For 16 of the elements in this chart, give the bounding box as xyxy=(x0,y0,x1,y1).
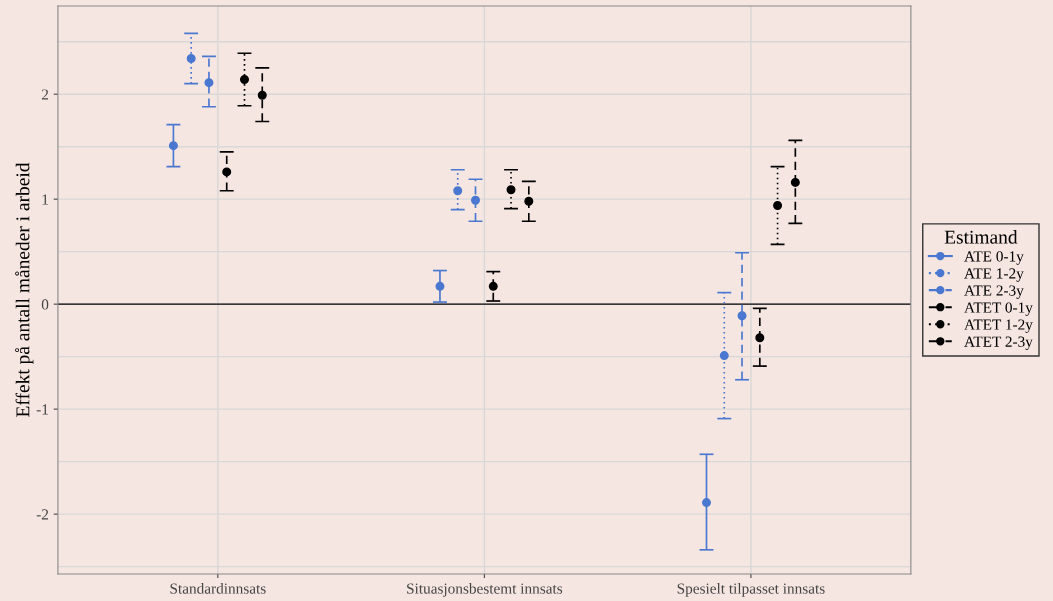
y-tick-label: -2 xyxy=(36,509,49,520)
legend-label: ATET 2-3y xyxy=(964,336,1033,350)
legend-title: Estimand xyxy=(944,230,1018,244)
legend-label: ATET 1-2y xyxy=(964,319,1033,333)
x-tick-label: Spesielt tilpasset innsats xyxy=(677,582,825,597)
x-tick-label: Situasjonsbestemt innsats xyxy=(407,582,563,597)
legend-label: ATE 2-3y xyxy=(964,285,1024,299)
y-tick-label: 1 xyxy=(42,194,48,205)
y-axis-title: Effekt på antall måneder i arbeid xyxy=(15,162,34,417)
y-tick-label: -1 xyxy=(36,404,48,415)
x-tick-label: Standardinnsats xyxy=(170,582,266,594)
y-tick-label: 2 xyxy=(41,89,49,100)
legend-label: ATE 1-2y xyxy=(964,268,1024,282)
y-tick-label: 0 xyxy=(41,299,49,310)
legend-label: ATET 0-1y xyxy=(964,302,1033,316)
legend-label: ATE 0-1y xyxy=(964,251,1024,265)
